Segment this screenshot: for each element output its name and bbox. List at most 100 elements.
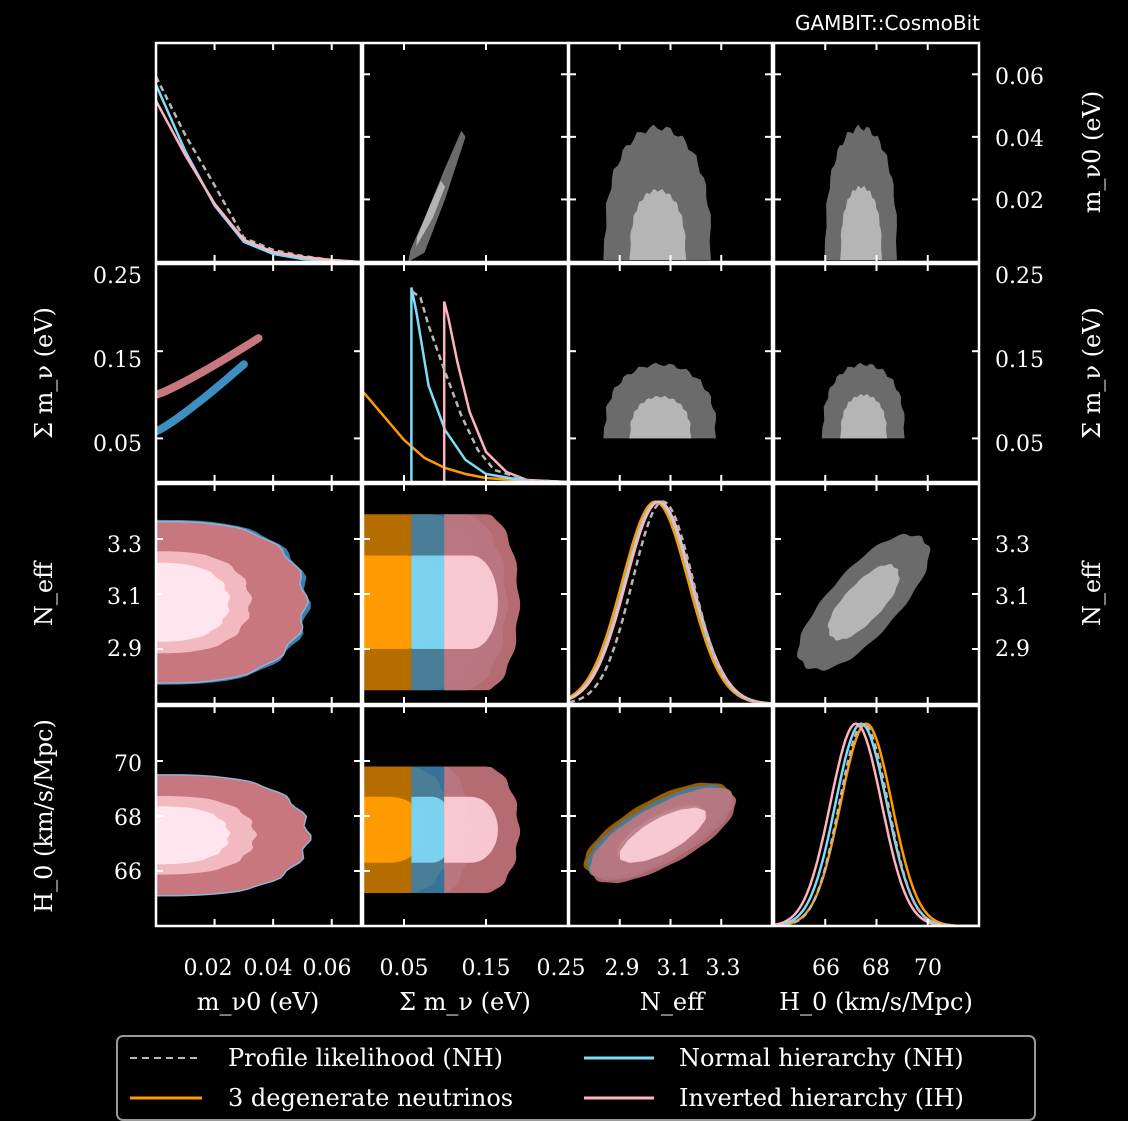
tick-label-summnu-015: 0.15: [462, 956, 511, 981]
region-inner: [827, 564, 900, 641]
tick-label-h0-66: 66: [812, 956, 840, 981]
ytick-left-neff-29: 2.9: [107, 637, 142, 662]
xlabel-neff: N_eff: [640, 988, 706, 1016]
diag-mnu0: [156, 76, 361, 262]
lower-mnu0-neff: [156, 519, 311, 685]
region-normal-inner: [411, 796, 454, 863]
ytick-right-neff-33: 3.3: [995, 533, 1030, 558]
region-inner: [416, 180, 445, 247]
legend-label-inverted: Inverted hierarchy (IH): [679, 1084, 964, 1112]
region-inverted-inner: [444, 555, 498, 649]
left-tick-labels: 0.25 0.15 0.05 3.3 3.1 2.9 70 68 66: [93, 264, 142, 885]
diag-n_eff: [569, 500, 772, 704]
xlabel-h0: H_0 (km/s/Mpc): [779, 988, 973, 1016]
ytick-right-mnu0-004: 0.04: [995, 127, 1044, 152]
ytick-left-summnu-025: 0.25: [93, 264, 142, 289]
ytick-left-neff-33: 3.3: [107, 533, 142, 558]
region-inverted-inner: [156, 806, 231, 865]
legend-label-profile: Profile likelihood (NH): [228, 1044, 503, 1072]
upper-h0-mnu0: [824, 124, 897, 260]
ytick-right-mnu0-002: 0.02: [995, 189, 1044, 214]
region-inverted-inner: [444, 796, 498, 863]
lower-mnu0-h0: [156, 774, 312, 897]
curve-n_eff-degenerate: [569, 500, 772, 704]
panel-frame-r0-c1: [361, 41, 570, 264]
ytick-left-h0-70: 70: [114, 752, 142, 777]
bottom-axis-labels: m_ν0 (eV) Σ m_ν (eV) N_eff H_0 (km/s/Mpc…: [197, 988, 973, 1016]
legend: Profile likelihood (NH) Normal hierarchy…: [116, 1035, 1036, 1121]
tick-label-summnu-005: 0.05: [380, 956, 429, 981]
tick-label-neff-31: 3.1: [657, 956, 692, 981]
region-inner: [629, 395, 692, 439]
ytick-left-h0-68: 68: [114, 806, 142, 831]
lower-mnu0-summnu: [156, 334, 263, 436]
upper-h0-summnu: [821, 362, 905, 439]
ytick-right-neff-29: 2.9: [995, 637, 1030, 662]
upper-neff-mnu0: [603, 124, 711, 260]
legend-label-degenerate: 3 degenerate neutrinos: [228, 1084, 513, 1112]
tick-label-neff-33: 3.3: [706, 956, 741, 981]
tick-marks: [156, 43, 979, 926]
band-inverted: [156, 334, 263, 399]
region-degenerate-inner: [363, 796, 426, 863]
tick-label-mnu0-002: 0.02: [184, 956, 233, 981]
ylabel-left-neff: N_eff: [30, 560, 58, 626]
ytick-left-neff-31: 3.1: [107, 585, 142, 610]
bottom-tick-labels: 0.02 0.04 0.06 0.05 0.15 0.25 2.9 3.1 3.…: [184, 956, 942, 981]
ylabel-left-summnu: Σ m_ν (eV): [30, 307, 58, 439]
panel-frame-r0-c0: [154, 41, 363, 264]
diag-h0: [774, 722, 979, 926]
right-axis-labels: m_ν0 (eV) Σ m_ν (eV) N_eff: [1078, 91, 1106, 626]
lower-neff-h0: [583, 782, 737, 883]
ytick-right-summnu-015: 0.15: [995, 348, 1044, 373]
curve-mnu0-profile: [156, 76, 361, 262]
ellipse-inverted-inner: [619, 807, 706, 863]
lower-summnu-h0: [363, 766, 521, 893]
watermark: GAMBIT::CosmoBit: [795, 11, 980, 35]
curve-n_eff-inverted: [569, 500, 772, 704]
ylabel-left-h0: H_0 (km/s/Mpc): [30, 719, 58, 913]
ytick-right-neff-31: 3.1: [995, 585, 1030, 610]
ytick-left-summnu-015: 0.15: [93, 348, 142, 373]
curve-summnu-profile: [411, 290, 568, 482]
left-axis-labels: Σ m_ν (eV) N_eff H_0 (km/s/Mpc): [30, 307, 58, 913]
region-inverted-inner: [156, 562, 231, 642]
xlabel-summnu: Σ m_ν (eV): [399, 988, 531, 1016]
upper-h0-neff: [797, 533, 931, 671]
tick-label-h0-68: 68: [862, 956, 890, 981]
diag-summnu: [363, 287, 568, 482]
right-tick-labels: 0.06 0.04 0.02 0.25 0.15 0.05 3.3 3.1 2.…: [995, 65, 1044, 662]
region-inner: [840, 394, 888, 439]
curve-n_eff-normal: [569, 500, 772, 704]
panels-layer: [156, 76, 979, 926]
legend-box: [116, 1035, 1036, 1121]
curve-mnu0-inverted: [156, 100, 361, 262]
tick-label-summnu-025: 0.25: [537, 956, 586, 981]
ytick-left-summnu-005: 0.05: [93, 432, 142, 457]
curve-n_eff-profile: [569, 500, 772, 704]
region-inner: [629, 189, 687, 260]
panel-frame-r1-c0: [154, 262, 363, 484]
curve-summnu-inverted: [442, 301, 568, 482]
panel-frame-r1-c1: [361, 262, 570, 484]
upper-summnu-mnu0: [408, 130, 466, 262]
curve-summnu-normal: [410, 287, 568, 482]
region-inner: [840, 185, 882, 260]
curve-summnu-degenerate: [363, 390, 568, 482]
band-normal: [156, 360, 248, 436]
legend-label-normal: Normal hierarchy (NH): [679, 1044, 964, 1072]
ytick-right-mnu0-006: 0.06: [995, 65, 1044, 90]
tick-label-neff-29: 2.9: [605, 956, 640, 981]
tick-label-mnu0-004: 0.04: [244, 956, 293, 981]
tick-label-mnu0-006: 0.06: [303, 956, 352, 981]
tick-label-h0-70: 70: [914, 956, 942, 981]
ytick-left-h0-66: 66: [114, 860, 142, 885]
ylabel-right-mnu0: m_ν0 (eV): [1078, 91, 1106, 214]
ylabel-right-summnu: Σ m_ν (eV): [1078, 307, 1106, 439]
xlabel-mnu0: m_ν0 (eV): [197, 988, 320, 1016]
lower-summnu-neff: [363, 514, 521, 691]
ytick-right-summnu-005: 0.05: [995, 432, 1044, 457]
curve-mnu0-normal: [156, 84, 361, 262]
upper-neff-summnu: [603, 362, 716, 439]
